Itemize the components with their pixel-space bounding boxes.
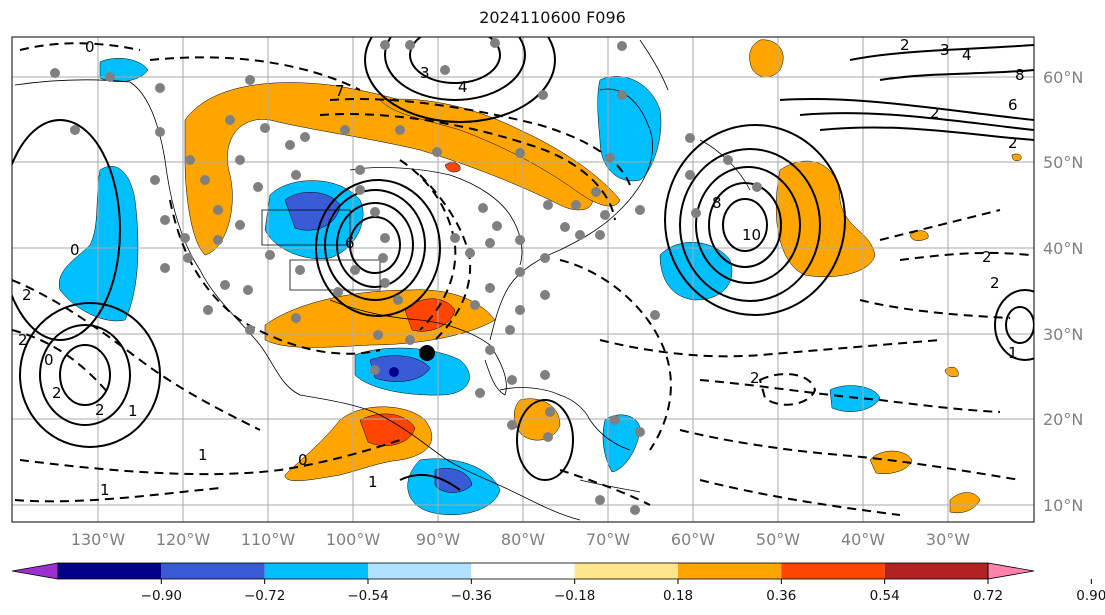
- svg-text:3: 3: [420, 64, 430, 82]
- deep-negative-anomaly-fills: [389, 367, 399, 377]
- lon-label: 70°W: [586, 530, 630, 549]
- svg-text:1: 1: [1008, 344, 1018, 362]
- strong-positive-anomaly-fills: [359, 162, 461, 446]
- colorbar-frame: [57, 562, 989, 580]
- solid-contours: [12, 37, 1034, 491]
- latitude-labels: 60°N 50°N 40°N 30°N 20°N 10°N: [1043, 68, 1083, 515]
- lat-label: 60°N: [1043, 68, 1083, 87]
- colorbar-segment: [574, 563, 678, 579]
- svg-text:10: 10: [742, 226, 761, 244]
- colorbar-segment: [264, 563, 368, 579]
- svg-text:8: 8: [712, 194, 722, 212]
- svg-text:8: 8: [1015, 66, 1025, 84]
- colorbar-tick-label: 0.36: [766, 588, 796, 604]
- lon-label: 50°W: [756, 530, 800, 549]
- svg-text:7: 7: [335, 82, 345, 100]
- lat-label: 20°N: [1043, 410, 1083, 429]
- graticule: [12, 37, 1034, 522]
- colorbar-tick-label: −0.18: [554, 588, 595, 604]
- colorbar-tick-label: −0.72: [244, 588, 285, 604]
- longitude-labels: 130°W 120°W 110°W 100°W 90°W 80°W 70°W 6…: [71, 530, 970, 549]
- colorbar-tick-label: −0.54: [347, 588, 388, 604]
- svg-text:2: 2: [930, 104, 940, 122]
- svg-text:1: 1: [198, 446, 208, 464]
- colorbar-tick-label: 0.90: [1076, 588, 1105, 604]
- svg-text:0: 0: [85, 38, 95, 56]
- svg-text:2: 2: [95, 401, 105, 419]
- svg-text:2: 2: [18, 331, 28, 349]
- lon-label: 40°W: [841, 530, 885, 549]
- contour-labels: 0 3 4 7 2 3 4 8 6 2 2 10 8 6 2 2 2 0 2 1…: [18, 36, 1025, 499]
- svg-text:2: 2: [982, 248, 992, 266]
- lon-label: 80°W: [501, 530, 545, 549]
- svg-text:2: 2: [990, 274, 1000, 292]
- svg-text:0: 0: [70, 241, 80, 259]
- colorbar-extend-high: [987, 562, 1035, 580]
- station-dots: [50, 38, 762, 515]
- colorbar-tick-label: 0.72: [973, 588, 1003, 604]
- svg-text:2: 2: [1008, 134, 1018, 152]
- colorbar-segment: [471, 563, 575, 579]
- svg-text:0: 0: [298, 451, 308, 469]
- coastlines: [14, 39, 751, 521]
- colorbar-tick-label: −0.36: [451, 588, 492, 604]
- svg-text:2: 2: [22, 286, 32, 304]
- lon-label: 120°W: [156, 530, 211, 549]
- colorbar-tick-label: 0.18: [663, 588, 693, 604]
- colorbar-segment: [161, 563, 265, 579]
- svg-text:3: 3: [940, 41, 950, 59]
- svg-text:1: 1: [100, 481, 110, 499]
- colorbar-segment: [368, 563, 472, 579]
- svg-text:2: 2: [52, 384, 62, 402]
- colorbar-segment: [58, 563, 162, 579]
- lon-label: 130°W: [71, 530, 126, 549]
- lon-label: 100°W: [326, 530, 381, 549]
- svg-text:1: 1: [128, 402, 138, 420]
- highlighted-station-marker: [419, 345, 435, 361]
- svg-text:4: 4: [962, 46, 972, 64]
- lat-label: 30°N: [1043, 325, 1083, 344]
- svg-text:0: 0: [44, 351, 54, 369]
- lon-label: 110°W: [241, 530, 296, 549]
- colorbar-segment: [884, 563, 988, 579]
- lon-label: 30°W: [926, 530, 970, 549]
- colorbar-tick-label: 0.54: [870, 588, 900, 604]
- strong-negative-anomaly-fills: [284, 191, 473, 493]
- map-title: 2024110600 F096: [479, 8, 626, 27]
- colorbar-tick-label: −0.90: [141, 588, 182, 604]
- lon-label: 90°W: [416, 530, 460, 549]
- lat-label: 40°N: [1043, 239, 1083, 258]
- colorbar-extend-low: [11, 562, 59, 580]
- svg-text:4: 4: [458, 78, 468, 96]
- svg-text:2: 2: [750, 369, 760, 387]
- svg-text:6: 6: [345, 234, 355, 252]
- colorbar-segment: [678, 563, 782, 579]
- colorbar-segment: [781, 563, 885, 579]
- map-border: [11, 36, 1035, 523]
- lat-label: 10°N: [1043, 496, 1083, 515]
- lon-label: 60°W: [671, 530, 715, 549]
- colorbar: −0.90 −0.72 −0.54 −0.36 −0.18 0.18 0.36 0.54 0.7…: [11, 562, 1105, 604]
- lat-label: 50°N: [1043, 153, 1083, 172]
- svg-text:2: 2: [900, 36, 910, 54]
- svg-text:6: 6: [1008, 96, 1018, 114]
- svg-text:1: 1: [368, 473, 378, 491]
